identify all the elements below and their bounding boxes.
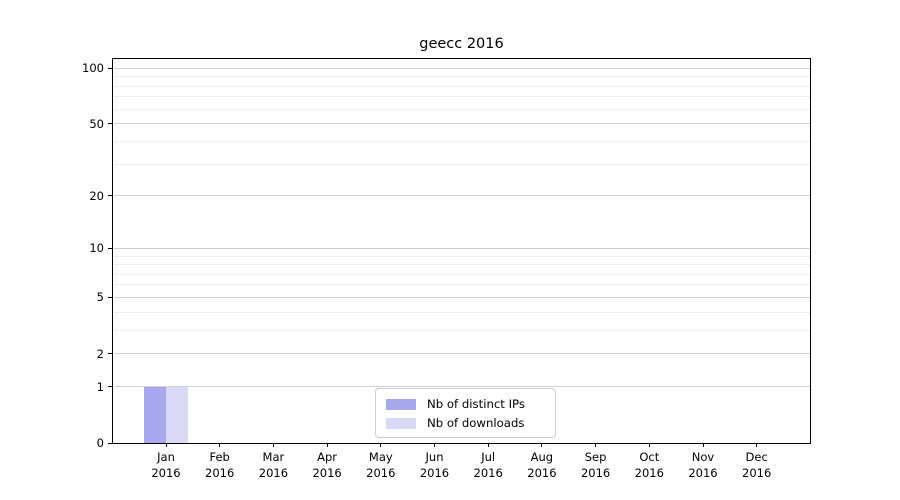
y-tick: [108, 386, 112, 388]
x-tick-month: May: [368, 450, 393, 464]
gridline-minor: [113, 85, 810, 87]
bar-distinct-ips: [144, 386, 166, 443]
x-tick-year: 2016: [527, 465, 557, 480]
x-tick-month: Oct: [639, 450, 660, 464]
x-tick-label: Jun 2016: [403, 450, 467, 481]
legend-label: Nb of downloads: [427, 416, 525, 430]
x-tick-year: 2016: [580, 465, 611, 480]
y-tick: [108, 195, 112, 197]
gridline-minor: [113, 255, 810, 257]
x-tick-label: Jan 2016: [134, 450, 198, 481]
x-tick-label: May 2016: [349, 450, 413, 481]
y-tick: [108, 353, 112, 355]
gridline-minor: [113, 264, 810, 266]
y-tick-label: 5: [96, 290, 104, 305]
x-tick-year: 2016: [473, 465, 503, 480]
x-tick-year: 2016: [258, 465, 289, 480]
legend-row: Nb of downloads: [386, 415, 545, 431]
gridline-minor: [113, 140, 810, 142]
plot-area: [112, 58, 811, 444]
gridline-major: [113, 247, 810, 249]
y-tick: [108, 442, 112, 444]
y-tick-label: 1: [96, 379, 104, 394]
legend-label: Nb of distinct IPs: [427, 397, 525, 411]
x-tick-year: 2016: [419, 465, 450, 480]
x-tick: [595, 443, 597, 447]
y-tick-label: 20: [89, 188, 104, 203]
x-tick-label: Oct 2016: [617, 450, 681, 481]
x-tick-label: Nov 2016: [671, 450, 735, 481]
y-tick-label: 10: [89, 241, 104, 256]
gridline-major: [113, 123, 810, 125]
x-tick: [487, 443, 489, 447]
gridline-major: [113, 67, 810, 69]
x-tick-month: Jul: [481, 450, 496, 464]
x-tick-year: 2016: [742, 465, 772, 480]
legend: Nb of distinct IPs Nb of downloads: [375, 388, 556, 438]
x-tick-year: 2016: [312, 465, 342, 480]
x-tick-label: Jul 2016: [456, 450, 520, 481]
x-tick: [219, 443, 221, 447]
gridline-minor: [113, 163, 810, 165]
x-tick-year: 2016: [205, 465, 235, 480]
x-tick-year: 2016: [634, 465, 664, 480]
x-tick: [648, 443, 650, 447]
x-tick-month: Mar: [262, 450, 285, 464]
x-tick-month: Jan: [157, 450, 175, 464]
gridline-minor: [113, 76, 810, 78]
y-tick: [108, 296, 112, 298]
y-tick-label: 0: [96, 436, 104, 450]
x-tick: [380, 443, 382, 447]
x-tick-month: Dec: [745, 450, 768, 464]
gridline-major: [113, 195, 810, 197]
bar-downloads: [166, 386, 188, 443]
chart-title: geecc 2016: [419, 36, 504, 52]
y-tick-label: 100: [82, 61, 104, 76]
gridline-major: [113, 353, 810, 355]
gridline-minor: [113, 96, 810, 98]
x-tick-label: Sep 2016: [564, 450, 628, 481]
legend-swatch: [386, 417, 416, 429]
x-tick-month: Jun: [425, 450, 444, 464]
legend-swatch: [386, 398, 416, 410]
gridline-minor: [113, 284, 810, 286]
legend-row: Nb of distinct IPs: [386, 396, 545, 412]
gridline-minor: [113, 311, 810, 313]
y-tick: [108, 123, 112, 125]
y-tick-label: 2: [96, 346, 104, 361]
y-tick: [108, 247, 112, 249]
x-tick-label: Feb 2016: [188, 450, 252, 481]
x-tick: [702, 443, 704, 447]
x-tick-month: Aug: [530, 450, 554, 464]
x-tick-label: Dec 2016: [725, 450, 789, 481]
gridline-minor: [113, 329, 810, 331]
x-tick-month: Apr: [317, 450, 338, 464]
gridline-minor: [113, 108, 810, 110]
y-tick: [108, 67, 112, 69]
x-tick: [434, 443, 435, 447]
x-tick: [165, 443, 167, 447]
x-tick-year: 2016: [688, 465, 718, 480]
x-tick-label: Apr 2016: [295, 450, 359, 481]
x-tick: [326, 443, 328, 447]
y-tick-label: 50: [89, 116, 104, 131]
x-tick: [756, 443, 758, 447]
gridline-major: [113, 386, 810, 388]
gridline-major: [113, 296, 810, 298]
x-tick-year: 2016: [151, 465, 181, 480]
x-tick-label: Mar 2016: [241, 450, 305, 481]
x-tick-month: Nov: [691, 450, 715, 464]
x-tick-month: Feb: [209, 450, 230, 464]
gridline-minor: [113, 273, 810, 275]
x-tick-label: Aug 2016: [510, 450, 574, 481]
x-tick-month: Sep: [584, 450, 607, 464]
x-tick: [272, 443, 274, 447]
x-tick-year: 2016: [366, 465, 396, 480]
x-tick: [541, 443, 543, 447]
